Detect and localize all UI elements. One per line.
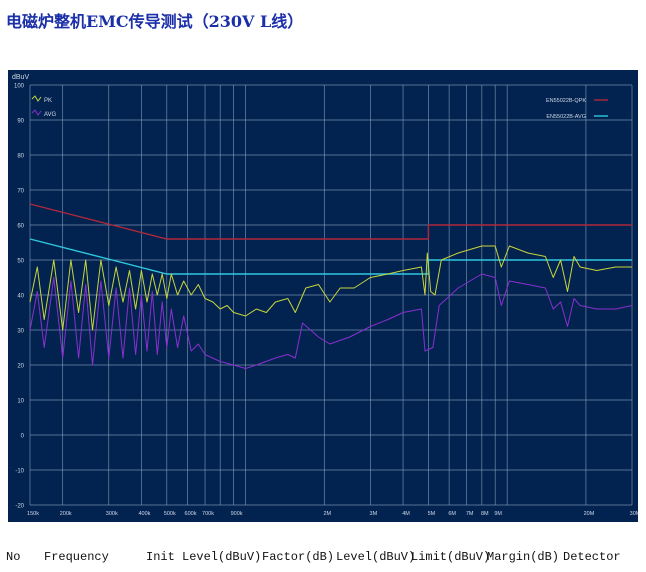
limit-line-en55022b-qpk: [29, 203, 632, 240]
trace-legend-label: AVG: [44, 112, 57, 118]
limit-legend-label: EN55022B-QPK: [546, 98, 586, 104]
y-tick-label: 70: [17, 189, 24, 195]
x-tick-label: 500k: [164, 511, 176, 517]
x-tick-label: 400k: [138, 511, 150, 517]
limit-legend-label: EN55022B-AVG: [546, 114, 586, 120]
x-tick-label: 3M: [370, 511, 378, 517]
page-title: 电磁炉整机EMC传导测试（230V L线）: [6, 12, 304, 31]
x-tick-label: 150k: [27, 511, 39, 517]
x-tick-label: 9M: [494, 511, 502, 517]
y-tick-label: 60: [17, 224, 24, 230]
x-tick-label: 300k: [106, 511, 118, 517]
x-tick-label: 200k: [60, 511, 72, 517]
col-factor: Factor(dB): [262, 550, 335, 564]
x-tick-label: 30M: [630, 511, 638, 517]
trace-legend-label: PK: [44, 98, 52, 104]
col-margin: Margin(dB): [487, 550, 560, 564]
x-tick-label: 5M: [428, 511, 436, 517]
col-frequency: Frequency: [44, 550, 109, 564]
x-tick-label: 2M: [323, 511, 331, 517]
x-tick-label: 20M: [584, 511, 595, 517]
result-table-header: No Frequency Init Level(dBuV) Factor(dB)…: [0, 550, 646, 568]
limit-line-en55022b-avg: [29, 238, 632, 275]
y-tick-label: 20: [17, 364, 24, 370]
trace-legend-swatch: [31, 95, 42, 102]
y-tick-label: 100: [14, 84, 25, 90]
col-no: No: [6, 550, 21, 564]
x-tick-label: 7M: [466, 511, 474, 517]
x-tick-label: 600k: [185, 511, 197, 517]
y-tick-label: 30: [17, 329, 24, 335]
y-tick-label: 10: [17, 399, 24, 405]
y-tick-label: 40: [17, 294, 24, 300]
y-tick-label: -20: [15, 504, 24, 510]
x-tick-label: 4M: [402, 511, 410, 517]
col-detector: Detector: [563, 550, 621, 564]
col-limit: Limit(dBuV): [411, 550, 491, 564]
x-tick-label: 900k: [231, 511, 243, 517]
y-tick-label: 90: [17, 119, 24, 125]
trace-pk: [29, 245, 632, 331]
y-tick-label: 0: [21, 434, 25, 440]
x-tick-label: 6M: [448, 511, 456, 517]
y-axis-unit: dBuV: [12, 74, 29, 81]
trace-avg: [29, 273, 633, 369]
col-init-level: Init Level(dBuV): [146, 550, 262, 564]
y-tick-label: 80: [17, 154, 24, 160]
y-tick-label: -10: [15, 469, 24, 475]
x-tick-label: 700k: [202, 511, 214, 517]
y-tick-label: 50: [17, 259, 24, 265]
x-tick-label: 8M: [481, 511, 489, 517]
emc-chart: dBuV 100 90 80 70 60 50 40 30 20 10 0 -10 -20 150k 200…: [8, 70, 641, 522]
col-level: Level(dBuV): [336, 550, 416, 564]
trace-legend-swatch: [31, 109, 42, 116]
